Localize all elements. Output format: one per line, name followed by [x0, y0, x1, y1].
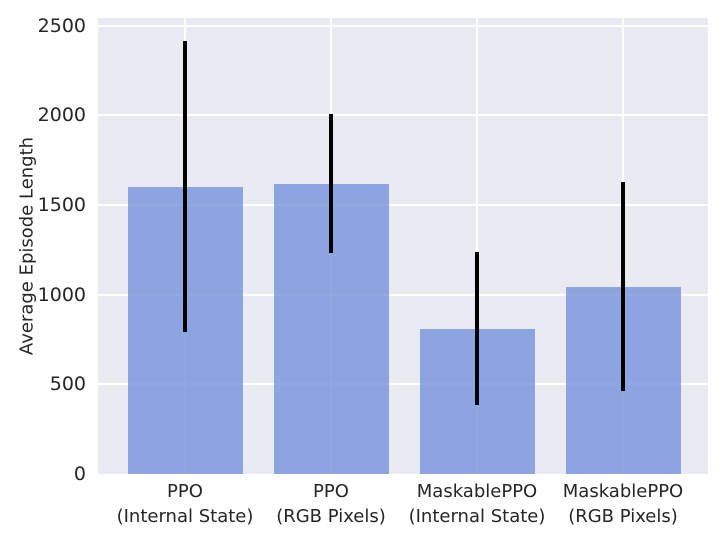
h-gridline [98, 293, 708, 296]
error-bar [621, 181, 625, 391]
v-gridline [476, 18, 478, 474]
plot-area [98, 18, 708, 474]
error-bar [183, 40, 187, 333]
error-bar [475, 251, 479, 405]
x-tick-label: MaskablePPO (RGB Pixels) [562, 481, 684, 527]
h-gridline [98, 203, 708, 206]
y-tick-label: 2000 [37, 104, 86, 127]
y-axis-title: Average Episode Length [16, 136, 38, 356]
x-tick-label: PPO (RGB Pixels) [276, 481, 386, 527]
y-tick-label: 500 [49, 373, 86, 396]
y-tick-label: 2500 [37, 14, 86, 37]
y-tick-label: 1000 [37, 283, 86, 306]
x-tick-label: MaskablePPO (Internal State) [408, 481, 546, 527]
y-tick-label: 0 [73, 463, 86, 485]
h-gridline [98, 383, 708, 386]
x-tick-label: PPO (Internal State) [116, 481, 254, 527]
h-gridline [98, 24, 708, 27]
error-bar [329, 114, 333, 254]
h-gridline [98, 114, 708, 117]
y-tick-label: 1500 [37, 193, 86, 216]
